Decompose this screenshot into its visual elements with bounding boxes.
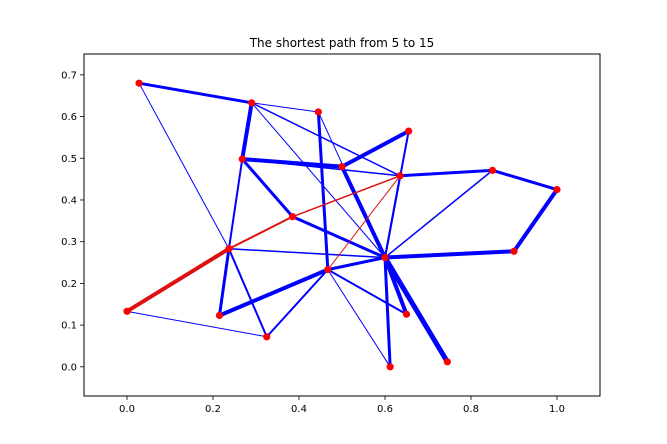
- edges-layer: [126, 81, 559, 368]
- node-19: [386, 363, 394, 371]
- node-4: [238, 155, 246, 163]
- edge-4-10: [227, 158, 244, 249]
- node-5: [338, 163, 346, 171]
- x-tick-label: 0.0: [119, 404, 135, 415]
- y-tick-label: 0.4: [61, 195, 77, 206]
- node-7: [488, 166, 497, 174]
- node-6: [396, 172, 404, 180]
- edge-10-11: [228, 248, 386, 259]
- edge-1-4: [240, 102, 254, 160]
- edge-13-15: [218, 267, 329, 318]
- x-axis: 0.0 0.2 0.4 0.6 0.8 1.0: [119, 396, 565, 415]
- edge-13-19: [327, 269, 391, 368]
- node-10: [225, 245, 233, 253]
- node-14: [123, 307, 131, 315]
- y-tick-label: 0.6: [61, 112, 77, 123]
- y-tick-label: 0.1: [61, 321, 77, 332]
- edge-3-5: [341, 129, 410, 169]
- edge-4-6: [242, 158, 401, 177]
- edge-9-11: [291, 215, 386, 259]
- y-tick-label: 0.2: [61, 279, 77, 290]
- edge-0-1: [138, 81, 252, 105]
- y-tick-label: 0.0: [61, 362, 77, 373]
- node-3: [405, 127, 413, 135]
- chart-title: The shortest path from 5 to 15: [249, 36, 435, 50]
- edge-8-12: [512, 188, 559, 253]
- path-edge-6-13: [327, 175, 401, 270]
- edge-7-11: [384, 169, 493, 259]
- edge-13-17: [266, 268, 329, 338]
- path-edge-9-6: [292, 175, 401, 218]
- edge-11-18: [382, 256, 450, 364]
- node-9: [288, 213, 297, 221]
- edge-13-16: [327, 268, 407, 316]
- y-tick-label: 0.3: [61, 237, 77, 248]
- edge-1-6: [251, 102, 401, 177]
- x-tick-label: 1.0: [549, 404, 565, 415]
- node-12: [510, 247, 518, 255]
- node-1: [248, 99, 256, 107]
- edge-5-11: [340, 165, 387, 259]
- path-edge-14-10: [125, 247, 230, 314]
- shortest-path-layer: [125, 175, 401, 314]
- edge-7-8: [492, 168, 558, 191]
- node-16: [402, 310, 411, 318]
- edge-10-17: [227, 248, 268, 338]
- edge-10-15: [217, 248, 231, 316]
- y-axis: 0.0 0.1 0.2 0.3 0.4 0.5 0.6 0.7: [61, 70, 84, 373]
- edge-6-11: [384, 175, 402, 258]
- path-edge-10-9: [228, 215, 294, 250]
- node-17: [263, 333, 271, 341]
- node-0: [135, 79, 143, 87]
- x-tick-label: 0.2: [205, 404, 221, 415]
- node-8: [553, 185, 561, 194]
- node-2: [314, 108, 322, 116]
- x-tick-label: 0.4: [291, 404, 307, 415]
- edge-6-7: [399, 168, 493, 178]
- x-tick-label: 0.8: [463, 404, 479, 415]
- edge-2-13: [316, 111, 330, 270]
- plot-area-frame: [83, 53, 601, 397]
- edge-1-2: [251, 102, 319, 113]
- nodes-layer: [123, 79, 561, 371]
- edge-0-10: [138, 82, 230, 250]
- edge-11-12: [384, 249, 515, 260]
- edge-14-17: [126, 310, 267, 338]
- x-tick-label: 0.6: [377, 404, 393, 415]
- edge-4-9: [241, 158, 294, 218]
- node-13: [324, 266, 332, 274]
- y-tick-label: 0.7: [61, 70, 77, 81]
- node-18: [443, 358, 451, 366]
- edge-1-11: [251, 102, 386, 258]
- node-11: [381, 253, 389, 262]
- edge-11-19: [383, 257, 392, 367]
- y-tick-label: 0.5: [61, 154, 77, 165]
- node-15: [215, 311, 224, 320]
- edge-11-13: [327, 256, 386, 272]
